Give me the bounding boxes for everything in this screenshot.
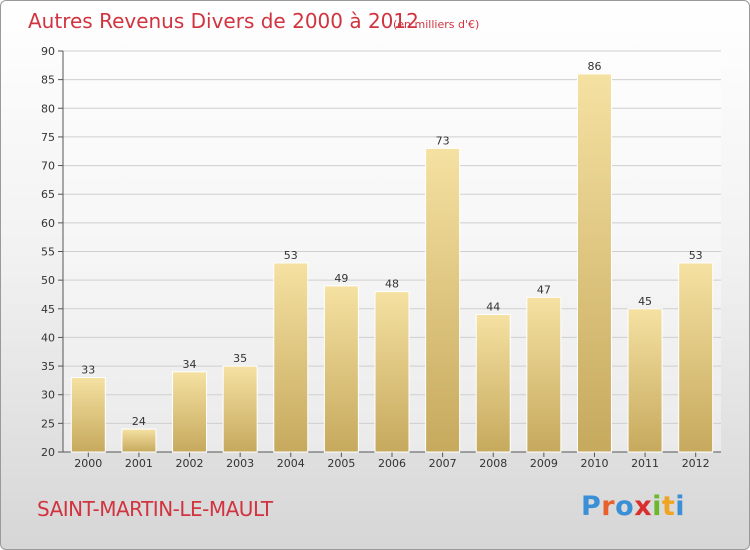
y-tick-label: 30 (41, 389, 55, 402)
x-tick-label: 2009 (530, 457, 558, 470)
bar (425, 147, 461, 453)
bar (374, 291, 410, 453)
bar (678, 262, 714, 453)
data-label: 73 (436, 134, 450, 147)
y-tick-label: 40 (41, 331, 55, 344)
y-tick-label: 70 (41, 160, 55, 173)
x-tick-label: 2005 (327, 457, 355, 470)
bar (323, 285, 359, 453)
logo-letter: x (634, 491, 653, 522)
x-tick-label: 2012 (682, 457, 710, 470)
y-tick-label: 45 (41, 303, 55, 316)
data-label: 53 (689, 249, 703, 262)
x-tick-label: 2003 (226, 457, 254, 470)
bar (222, 365, 258, 453)
y-tick-label: 55 (41, 246, 55, 259)
logo-letter: i (652, 491, 662, 522)
y-tick-label: 60 (41, 217, 55, 230)
bar (576, 73, 612, 453)
bar (627, 308, 663, 453)
bar (273, 262, 309, 453)
labels: 20 25 30 35 40 45 50 55 60 65 70 75 80 85 90 33 2000 24 20… (41, 45, 710, 470)
data-label: 45 (638, 295, 652, 308)
y-tick-label: 20 (41, 446, 55, 459)
x-tick-label: 2000 (74, 457, 102, 470)
bar (70, 377, 106, 453)
x-tick-label: 2002 (176, 457, 204, 470)
y-tick-label: 85 (41, 74, 55, 87)
bar (475, 314, 511, 453)
data-label: 44 (486, 301, 500, 314)
x-tick-label: 2006 (378, 457, 406, 470)
y-tick-label: 80 (41, 102, 55, 115)
y-tick-label: 50 (41, 274, 55, 287)
data-label: 35 (233, 352, 247, 365)
data-label: 86 (587, 60, 601, 73)
bar (526, 296, 562, 453)
x-tick-label: 2004 (277, 457, 305, 470)
chart-title: Autres Revenus Divers de 2000 à 2012 (28, 9, 419, 33)
y-tick-label: 65 (41, 188, 55, 201)
y-tick-label: 90 (41, 45, 55, 58)
logo-letter: t (661, 491, 676, 522)
x-tick-label: 2001 (125, 457, 153, 470)
bar (121, 428, 157, 453)
data-label: 47 (537, 283, 551, 296)
y-tick-label: 35 (41, 360, 55, 373)
logo-letter: i (675, 491, 686, 522)
bar (172, 371, 208, 453)
y-tick-label: 25 (41, 417, 55, 430)
proxiti-logo[interactable]: Proxiti (581, 491, 685, 522)
bars (70, 73, 714, 453)
logo-letter: P (581, 491, 602, 522)
data-label: 49 (334, 272, 348, 285)
x-tick-label: 2007 (429, 457, 457, 470)
y-tick-label: 75 (41, 131, 55, 144)
data-label: 53 (284, 249, 298, 262)
logo-letter: r (601, 491, 616, 522)
x-tick-label: 2011 (631, 457, 659, 470)
x-tick-label: 2008 (479, 457, 507, 470)
x-tick-label: 2010 (580, 457, 608, 470)
data-label: 34 (183, 358, 197, 371)
data-label: 24 (132, 415, 146, 428)
data-label: 48 (385, 278, 399, 291)
logo-letter: o (615, 491, 635, 522)
chart-subtitle: (en milliers d'€) (393, 18, 480, 31)
commune-name: SAINT-MARTIN-LE-MAULT (37, 497, 273, 521)
data-label: 33 (81, 364, 95, 377)
